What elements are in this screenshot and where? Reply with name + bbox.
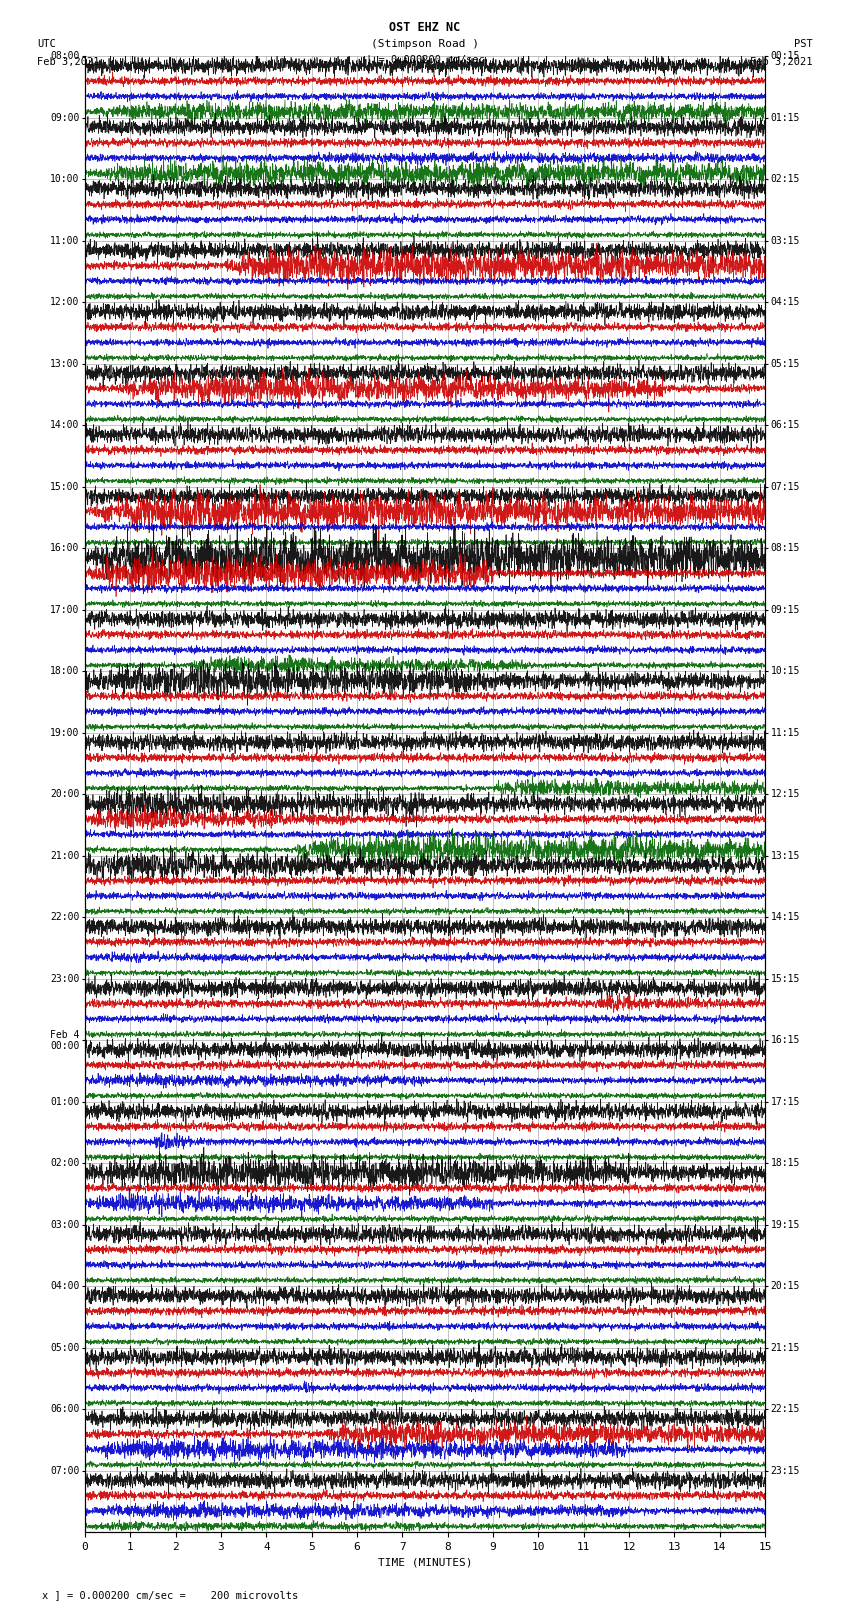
Text: UTC: UTC <box>37 39 56 48</box>
Text: x ] = 0.000200 cm/sec =    200 microvolts: x ] = 0.000200 cm/sec = 200 microvolts <box>42 1590 298 1600</box>
X-axis label: TIME (MINUTES): TIME (MINUTES) <box>377 1558 473 1568</box>
Text: Feb 3,2021: Feb 3,2021 <box>37 56 100 66</box>
Text: | = 0.000200 cm/sec: | = 0.000200 cm/sec <box>366 55 484 65</box>
Text: PST: PST <box>794 39 813 48</box>
Text: (Stimpson Road ): (Stimpson Road ) <box>371 39 479 48</box>
Text: OST EHZ NC: OST EHZ NC <box>389 21 461 34</box>
Text: Feb 3,2021: Feb 3,2021 <box>750 56 813 66</box>
